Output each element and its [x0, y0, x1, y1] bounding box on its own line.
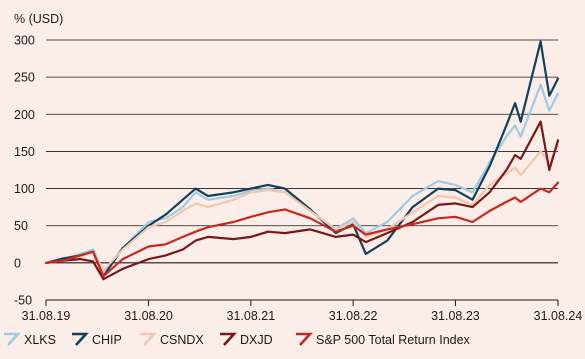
y-tick-label: 250	[14, 71, 35, 85]
legend-item: CSNDX	[140, 332, 204, 347]
legend-swatch-icon	[140, 332, 157, 346]
series-lines	[44, 40, 560, 281]
y-unit-label: % (USD)	[14, 12, 63, 26]
series-line	[44, 40, 560, 278]
legend-item: XLKS	[4, 332, 56, 347]
x-axis: 31.08.19 31.08.20 31.08.21 31.08.22 31.08.23…	[22, 299, 583, 323]
x-tick-label: 31.08.22	[329, 309, 378, 323]
legend-swatch-icon	[220, 332, 237, 346]
x-tick-label: 31.08.21	[227, 309, 276, 323]
x-tick-label: 31.08.23	[431, 309, 480, 323]
y-tick-label: 0	[14, 256, 21, 270]
legend-label: XLKS	[24, 333, 56, 347]
series-line	[44, 144, 560, 272]
x-tick-label: 31.08.24	[534, 309, 583, 323]
y-tick-labels: -50 0 50 100 150 200 250 300	[14, 34, 35, 308]
series-line	[44, 120, 560, 281]
y-tick-label: 150	[14, 145, 35, 159]
y-tick-label: 50	[14, 219, 28, 233]
x-tick-label: 31.08.19	[22, 309, 71, 323]
legend-item: S&P 500 Total Return Index	[296, 332, 471, 347]
legend: XLKS CHIP CSNDX DXJD S&P 500 Total Return In…	[4, 332, 471, 347]
grid-lines	[46, 39, 558, 264]
y-tick-label: 100	[14, 182, 35, 196]
legend-label: CSNDX	[160, 333, 204, 347]
legend-label: CHIP	[92, 333, 122, 347]
legend-label: S&P 500 Total Return Index	[316, 333, 471, 347]
legend-swatch-icon	[72, 332, 89, 346]
x-tick-label: 31.08.20	[124, 309, 173, 323]
y-tick-label: 200	[14, 108, 35, 122]
legend-swatch-icon	[296, 332, 313, 346]
y-tick-label: -50	[14, 294, 32, 308]
legend-item: DXJD	[220, 332, 273, 347]
legend-item: CHIP	[72, 332, 122, 347]
legend-label: DXJD	[240, 333, 273, 347]
series-line	[44, 83, 560, 273]
y-tick-label: 300	[14, 34, 35, 48]
series-line	[44, 181, 560, 278]
legend-swatch-icon	[4, 332, 21, 346]
